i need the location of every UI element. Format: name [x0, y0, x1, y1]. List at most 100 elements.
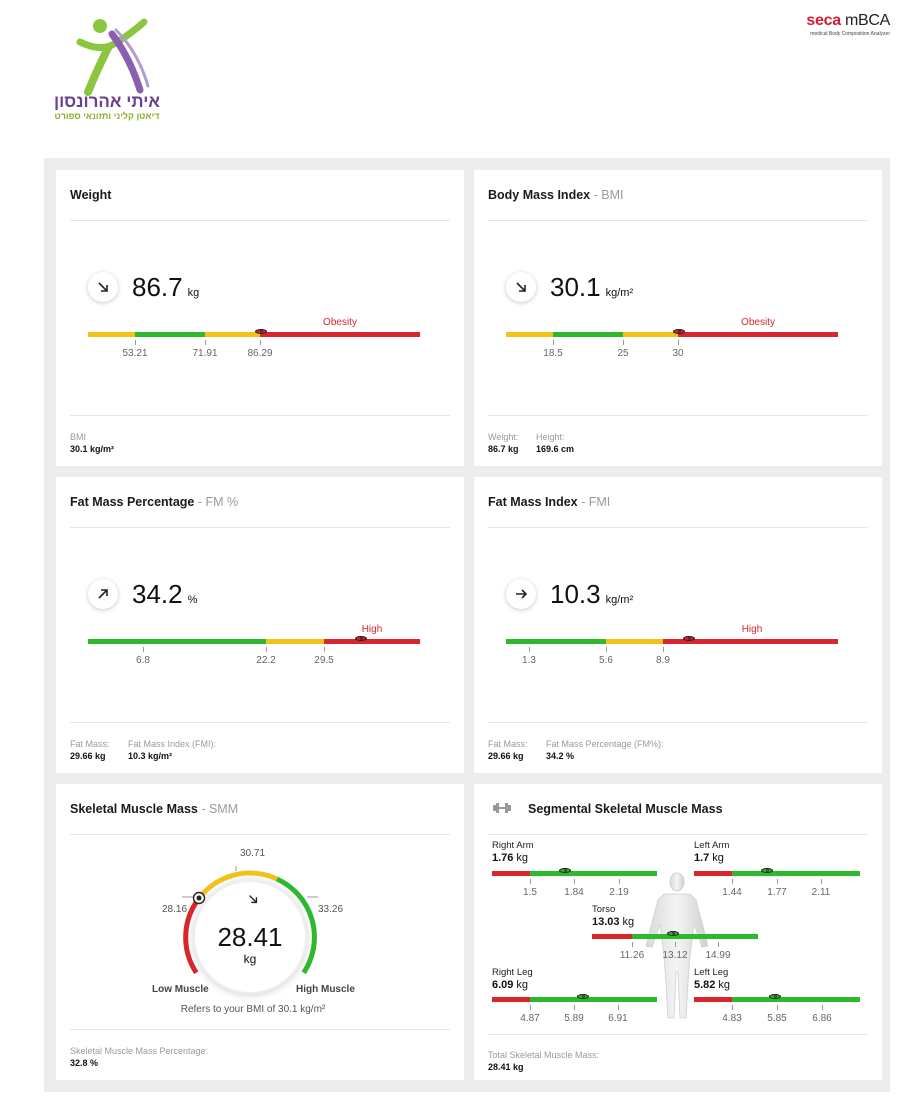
arrow-up-right-icon — [88, 579, 118, 609]
tick-label: 1.77 — [767, 887, 787, 898]
footer-key: Fat Mass: — [488, 739, 528, 749]
footer-key: Fat Mass Index (FMI): — [128, 739, 217, 749]
arrow-right-icon — [506, 579, 536, 609]
value-marker — [577, 993, 589, 999]
gauge-tick-label: 33.26 — [318, 904, 344, 915]
right-leg-label: Right Leg — [492, 967, 533, 978]
card-title: Fat Mass Percentage - FM % — [70, 495, 239, 509]
dumbbell-icon — [493, 803, 511, 813]
divider — [70, 527, 450, 528]
divider — [488, 220, 868, 221]
tick-label: 1.44 — [722, 887, 742, 898]
footer-value: 86.7 kg — [488, 444, 519, 454]
torso-range-bar: 11.26 13.12 14.99 — [592, 930, 758, 961]
footer-key: Height: — [536, 432, 565, 442]
smm-value: 28.41 — [217, 922, 283, 952]
footer-key: Skeletal Muscle Mass Percentage: — [70, 1046, 209, 1056]
fat-mass-percentage-card[interactable]: Fat Mass Percentage - FM % 34.2% High 6.… — [56, 477, 464, 773]
bmi-value: 30.1 kg/m² — [550, 272, 634, 302]
value-marker — [761, 867, 773, 873]
value-marker — [255, 328, 267, 334]
tick-label: 5.85 — [767, 1013, 787, 1024]
right-arm-label: Right Arm — [492, 840, 534, 851]
divider — [488, 834, 868, 835]
tick-label: 5.6 — [599, 655, 613, 666]
arrow-down-right-icon — [88, 272, 118, 302]
divider — [70, 834, 450, 835]
brand-logo: seca mBCA medical Body Composition Analy… — [806, 12, 890, 37]
fat-mass-index-range-bar: High 1.3 5.6 8.9 — [506, 624, 838, 666]
tick-label: 6.8 — [136, 655, 150, 666]
zone-label: Obesity — [741, 317, 775, 328]
left-arm-range-bar: 1.44 1.77 2.11 — [694, 867, 860, 898]
tick-label: 6.86 — [812, 1013, 832, 1024]
gauge-tick-label: 28.16 — [162, 904, 188, 915]
tick-label: 86.29 — [247, 348, 273, 359]
card-title: Weight — [70, 188, 112, 202]
results-panel: Weight 86.7 kg Obesity 53.21 71.91 86.29 … — [44, 158, 890, 1092]
divider — [70, 415, 450, 416]
fat-mass-index-card[interactable]: Fat Mass Index - FMI 10.3 kg/m² High 1.3 … — [474, 477, 882, 773]
divider — [488, 527, 868, 528]
tick-label: 29.5 — [314, 655, 334, 666]
footer-value: 28.41 kg — [488, 1062, 524, 1072]
brand-product: mBCA — [844, 12, 890, 29]
body-figure-icon — [645, 872, 709, 1019]
arrow-down-right-icon — [506, 272, 536, 302]
right-leg-value: 6.09 kg — [492, 979, 529, 991]
card-title: Segmental Skeletal Muscle Mass — [528, 802, 723, 816]
tick-label: 13.12 — [662, 950, 687, 961]
tick-label: 4.83 — [722, 1013, 742, 1024]
divider — [70, 1029, 450, 1030]
weight-range-bar: Obesity 53.21 71.91 86.29 — [88, 317, 420, 359]
smm-gauge — [182, 866, 318, 994]
footer-key: Fat Mass: — [70, 739, 110, 749]
person-logo-icon — [76, 18, 150, 96]
segmental-muscle-mass-card[interactable]: Segmental Skeletal Muscle Mass Right Arm… — [474, 784, 882, 1080]
divider — [70, 220, 450, 221]
tick-label: 53.21 — [122, 348, 148, 359]
footer-key: Weight: — [488, 432, 519, 442]
tick-label: 18.5 — [543, 348, 563, 359]
smm-unit: kg — [243, 952, 257, 966]
card-title: Skeletal Muscle Mass - SMM — [70, 802, 239, 816]
right-arm-range-bar: 1.5 1.84 2.19 — [492, 867, 657, 898]
tick-label: 1.84 — [564, 887, 584, 898]
tick-label: 22.2 — [256, 655, 276, 666]
high-muscle-label: High Muscle — [296, 984, 355, 995]
tick-label: 25 — [617, 348, 629, 359]
bmi-range-bar: Obesity 18.5 25 30 — [506, 317, 838, 359]
footer-key: Total Skeletal Muscle Mass: — [488, 1050, 600, 1060]
weight-card[interactable]: Weight 86.7 kg Obesity 53.21 71.91 86.29 … — [56, 170, 464, 466]
footer-value: 29.66 kg — [488, 751, 524, 761]
value-marker — [673, 328, 685, 334]
left-leg-range-bar: 4.83 5.85 6.86 — [694, 993, 860, 1024]
zone-label: High — [741, 624, 763, 635]
logo-subtitle: דיאטן קליני ותזונאי ספורט — [54, 111, 160, 121]
divider — [70, 722, 450, 723]
left-leg-label: Left Leg — [694, 967, 729, 978]
divider — [488, 415, 868, 416]
footer-key: Fat Mass Percentage (FM%): — [546, 739, 664, 749]
tick-label: 71.91 — [192, 348, 218, 359]
footer-value: 169.6 cm — [536, 444, 575, 454]
footer-value: 34.2 % — [546, 751, 575, 761]
arrow-down-right-icon — [242, 888, 264, 910]
gauge-tick-label: 30.71 — [240, 848, 266, 859]
left-leg-value: 5.82 kg — [694, 979, 731, 991]
value-marker — [769, 993, 781, 999]
bmi-card[interactable]: Body Mass Index - BMI 30.1 kg/m² Obesity … — [474, 170, 882, 466]
tick-label: 1.3 — [522, 655, 536, 666]
skeletal-muscle-mass-card[interactable]: Skeletal Muscle Mass - SMM 28.41 kg 28.1… — [56, 784, 464, 1080]
fat-mass-index-value: 10.3 kg/m² — [550, 579, 634, 609]
zone-label: High — [361, 624, 383, 635]
tick-label: 11.26 — [619, 950, 645, 961]
tick-label: 2.11 — [811, 887, 831, 898]
card-title: Fat Mass Index - FMI — [488, 495, 611, 509]
tick-label: 8.9 — [656, 655, 670, 666]
footer-value: 10.3 kg/m² — [128, 751, 173, 761]
tick-label: 6.91 — [608, 1013, 628, 1024]
smm-note: Refers to your BMI of 30.1 kg/m² — [180, 1004, 326, 1015]
weight-value: 86.7 kg — [132, 272, 200, 302]
low-muscle-label: Low Muscle — [152, 984, 209, 995]
